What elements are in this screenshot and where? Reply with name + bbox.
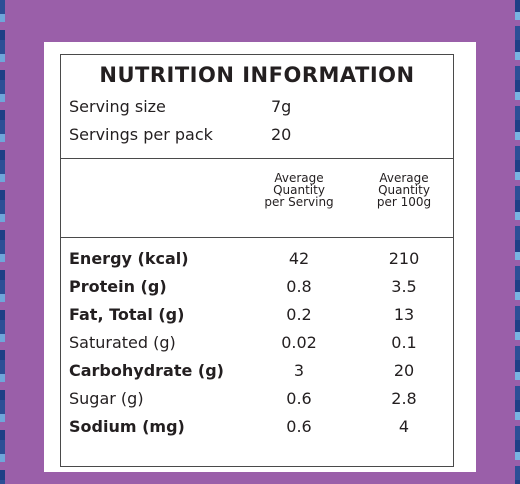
nutrient-row: Sugar (g) 0.6 2.8 — [61, 389, 453, 417]
left-pattern-strip — [0, 0, 5, 484]
header-line: Average — [274, 171, 324, 185]
nutrient-name: Sugar (g) — [69, 389, 144, 408]
per-100g-value: 2.8 — [391, 389, 417, 408]
header-line: Average — [379, 171, 429, 185]
nutrient-row: Fat, Total (g) 0.2 13 — [61, 305, 453, 333]
nutrition-label: NUTRITION INFORMATION Serving size 7g Se… — [60, 54, 454, 467]
serving-size-label: Serving size — [69, 97, 166, 116]
divider-top — [61, 158, 453, 159]
per-100g-value: 4 — [398, 417, 410, 436]
per-serving-value: 3 — [293, 361, 305, 380]
nutrient-row: Saturated (g) 0.02 0.1 — [61, 333, 453, 361]
right-pattern-strip — [515, 0, 520, 484]
per-100g-value: 13 — [393, 305, 415, 324]
per-100g-value: 210 — [388, 249, 420, 268]
header-line: per Serving — [264, 195, 334, 209]
nutrient-row: Energy (kcal) 42 210 — [61, 249, 453, 277]
per-100g-value: 3.5 — [391, 277, 417, 296]
per-serving-value: 0.02 — [281, 333, 317, 352]
nutrient-row: Sodium (mg) 0.6 4 — [61, 417, 453, 445]
nutrient-name: Carbohydrate (g) — [69, 361, 224, 380]
nutrient-name: Sodium (mg) — [69, 417, 185, 436]
servings-per-pack-label: Servings per pack — [69, 125, 213, 144]
column-header-per-100g: Average Quantity per 100g — [354, 172, 454, 208]
header-line: per 100g — [376, 195, 432, 209]
header-line: Quantity — [273, 183, 325, 197]
per-serving-value: 0.6 — [286, 389, 312, 408]
per-100g-value: 0.1 — [391, 333, 417, 352]
serving-size-value: 7g — [271, 97, 292, 116]
servings-per-pack-value: 20 — [271, 125, 292, 144]
nutrition-panel: NUTRITION INFORMATION Serving size 7g Se… — [44, 42, 476, 472]
per-serving-value: 42 — [288, 249, 310, 268]
nutrient-name: Energy (kcal) — [69, 249, 189, 268]
nutrient-name: Fat, Total (g) — [69, 305, 185, 324]
nutrient-row: Carbohydrate (g) 3 20 — [61, 361, 453, 389]
divider-header — [61, 237, 453, 238]
header-line: Quantity — [378, 183, 430, 197]
label-title: NUTRITION INFORMATION — [99, 63, 415, 87]
per-serving-value: 0.2 — [286, 305, 312, 324]
nutrient-name: Protein (g) — [69, 277, 167, 296]
nutrient-name: Saturated (g) — [69, 333, 176, 352]
per-serving-value: 0.6 — [286, 417, 312, 436]
per-serving-value: 0.8 — [286, 277, 312, 296]
nutrient-row: Protein (g) 0.8 3.5 — [61, 277, 453, 305]
column-header-per-serving: Average Quantity per Serving — [249, 172, 349, 208]
per-100g-value: 20 — [393, 361, 415, 380]
